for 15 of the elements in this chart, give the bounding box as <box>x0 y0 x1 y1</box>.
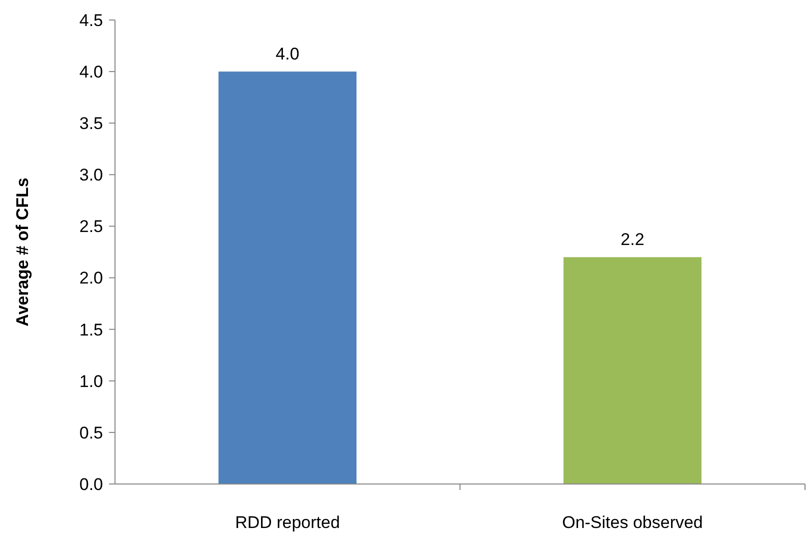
y-tick-label: 0.0 <box>79 474 103 494</box>
x-tick-label: On-Sites observed <box>562 513 703 532</box>
x-tick-label: RDD reported <box>235 513 340 532</box>
y-tick-label: 3.0 <box>79 166 103 185</box>
y-tick-label: 2.5 <box>79 217 103 236</box>
y-tick-label: 3.5 <box>79 114 103 134</box>
y-tick-label: 4.5 <box>79 10 103 30</box>
data-label: 2.2 <box>620 230 644 250</box>
y-axis-title: Average # of CFLs <box>13 178 32 326</box>
y-tick-label: 4.0 <box>79 62 103 82</box>
y-tick-label: 1.5 <box>79 320 103 340</box>
y-tick-label: 2.0 <box>79 268 103 288</box>
y-tick-label: 1.0 <box>79 372 103 391</box>
data-label: 4.0 <box>276 44 300 64</box>
y-tick-label: 0.5 <box>79 423 103 442</box>
